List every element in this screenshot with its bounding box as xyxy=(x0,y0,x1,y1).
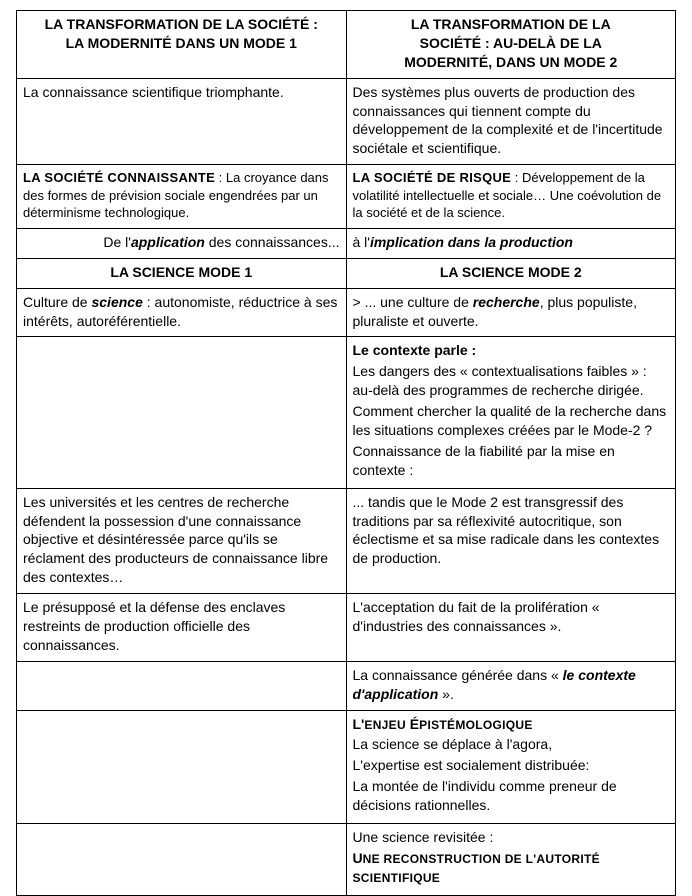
cell-right-a: Des systèmes plus ouverts de production … xyxy=(346,78,676,165)
text-right-d-word: recherche xyxy=(473,294,540,310)
recon-pre: U xyxy=(353,850,363,866)
row-connaissance-triomphante: La connaissance scientifique triomphante… xyxy=(17,78,676,165)
comparison-table: LA TRANSFORMATION DE LA SOCIÉTÉ : LA MOD… xyxy=(16,10,676,896)
cell-left-d: Culture de science : autonomiste, réduct… xyxy=(17,288,347,337)
row-societe-label: LA SOCIÉTÉ CONNAISSANTE : La croyance da… xyxy=(17,165,676,229)
enjeu-cap1: L' xyxy=(353,716,365,732)
cell-right-e: Le contexte parle : Les dangers des « co… xyxy=(346,337,676,488)
header-right-line2: SOCIÉTÉ : AU-DELÀ DE LA xyxy=(420,35,602,51)
cell-left-j xyxy=(17,824,347,896)
text-right-c-word: implication dans la production xyxy=(370,234,573,250)
row-enclaves: Le présupposé et la défense des enclaves… xyxy=(17,594,676,662)
text-left-c-word: application xyxy=(131,234,205,250)
header-right-science: LA SCIENCE MODE 2 xyxy=(346,258,676,288)
cell-right-g: L'acceptation du fait de la prolifératio… xyxy=(346,594,676,662)
cell-right-h: La connaissance générée dans « le contex… xyxy=(346,661,676,710)
cell-left-f: Les universités et les centres de recher… xyxy=(17,488,347,593)
row-contexte-parle: Le contexte parle : Les dangers des « co… xyxy=(17,337,676,488)
enjeu-p3: La montée de l'individu comme preneur de… xyxy=(353,777,670,815)
cell-right-c: à l'implication dans la production xyxy=(346,228,676,258)
recon-rest: NE RECONSTRUCTION DE L'AUTORITÉ SCIENTIF… xyxy=(353,852,600,885)
cell-left-g: Le présupposé et la défense des enclaves… xyxy=(17,594,347,662)
header-left-science: LA SCIENCE MODE 1 xyxy=(17,258,347,288)
cell-left-c: De l'application des connaissances... xyxy=(17,228,347,258)
text-left-d-word: science xyxy=(91,294,142,310)
cell-right-d: > ... une culture de recherche, plus pop… xyxy=(346,288,676,337)
text-right-h-pre: La connaissance générée dans « xyxy=(353,667,563,683)
label-societe-connaissante: LA SOCIÉTÉ CONNAISSANTE xyxy=(23,170,215,185)
enjeu-p1: La science se déplace à l'agora, xyxy=(353,735,670,754)
reconstruction-caps: UNE RECONSTRUCTION DE L'AUTORITÉ SCIENTI… xyxy=(353,849,670,887)
text-left-d-pre: Culture de xyxy=(23,294,91,310)
row-reconstruction: Une science revisitée : UNE RECONSTRUCTI… xyxy=(17,824,676,896)
cell-right-b: LA SOCIÉTÉ DE RISQUE : Développement de … xyxy=(346,165,676,229)
enjeu-cap4: PISTÉMOLOGIQUE xyxy=(419,718,533,732)
cell-left-a: La connaissance scientifique triomphante… xyxy=(17,78,347,165)
contexte-p1: Les dangers des « contextualisations fai… xyxy=(353,362,670,400)
enjeu-cap2: ENJEU xyxy=(364,718,406,732)
row-application-implication: De l'application des connaissances... à … xyxy=(17,228,676,258)
header-right-line1: LA TRANSFORMATION DE LA xyxy=(411,16,611,32)
cell-right-j: Une science revisitée : UNE RECONSTRUCTI… xyxy=(346,824,676,896)
cell-left-h xyxy=(17,661,347,710)
contexte-p3: Connaissance de la fiabilité par la mise… xyxy=(353,442,670,480)
revisite-line1: Une science revisitée : xyxy=(353,828,670,847)
enjeu-title: L'ENJEU ÉPISTÉMOLOGIQUE xyxy=(353,715,670,734)
enjeu-cap3: É xyxy=(406,716,419,732)
header-left-line2: LA MODERNITÉ DANS UN MODE 1 xyxy=(66,35,297,51)
text-right-h-post: ». xyxy=(438,686,454,702)
header-row-transformation: LA TRANSFORMATION DE LA SOCIÉTÉ : LA MOD… xyxy=(17,11,676,79)
row-culture-science: Culture de science : autonomiste, réduct… xyxy=(17,288,676,337)
contexte-title: Le contexte parle : xyxy=(353,341,670,360)
row-contexte-application: La connaissance générée dans « le contex… xyxy=(17,661,676,710)
header-row-science: LA SCIENCE MODE 1 LA SCIENCE MODE 2 xyxy=(17,258,676,288)
text-left-c-pre: De l' xyxy=(103,234,131,250)
text-right-d-pre: > ... une culture de xyxy=(353,294,473,310)
row-enjeu-epistemologique: L'ENJEU ÉPISTÉMOLOGIQUE La science se dé… xyxy=(17,710,676,823)
cell-right-f: ... tandis que le Mode 2 est transgressi… xyxy=(346,488,676,593)
contexte-p2: Comment chercher la qualité de la recher… xyxy=(353,402,670,440)
header-right-transformation: LA TRANSFORMATION DE LA SOCIÉTÉ : AU-DEL… xyxy=(346,11,676,79)
label-societe-risque: LA SOCIÉTÉ DE RISQUE xyxy=(353,170,512,185)
text-right-c-pre: à l' xyxy=(353,234,370,250)
row-universites: Les universités et les centres de recher… xyxy=(17,488,676,593)
cell-left-e xyxy=(17,337,347,488)
cell-right-i: L'ENJEU ÉPISTÉMOLOGIQUE La science se dé… xyxy=(346,710,676,823)
enjeu-p2: L'expertise est socialement distribuée: xyxy=(353,756,670,775)
header-left-line1: LA TRANSFORMATION DE LA SOCIÉTÉ : xyxy=(45,16,318,32)
cell-left-i xyxy=(17,710,347,823)
text-left-c-post: des connaissances... xyxy=(205,234,340,250)
header-left-transformation: LA TRANSFORMATION DE LA SOCIÉTÉ : LA MOD… xyxy=(17,11,347,79)
cell-left-b: LA SOCIÉTÉ CONNAISSANTE : La croyance da… xyxy=(17,165,347,229)
header-right-line3: MODERNITÉ, DANS UN MODE 2 xyxy=(404,54,617,70)
